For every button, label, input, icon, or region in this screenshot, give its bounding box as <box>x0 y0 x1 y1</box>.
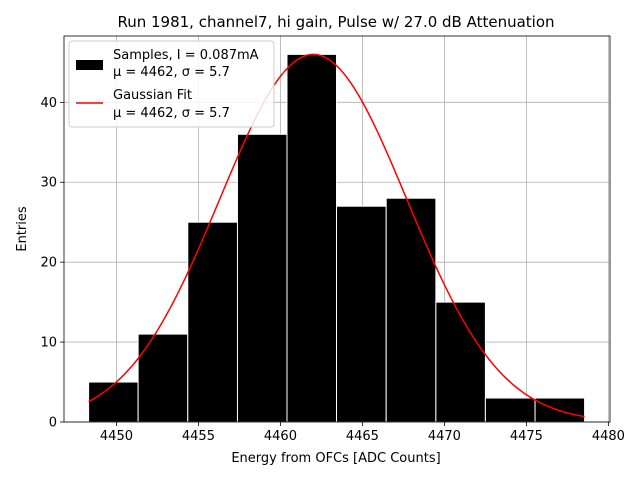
legend-histogram-swatch <box>76 60 103 70</box>
legend-fit-stats: μ = 4462, σ = 5.7 <box>113 106 230 121</box>
x-tick-label: 4480 <box>592 429 625 444</box>
gaussian-fit <box>88 53 585 418</box>
x-tick-label: 4465 <box>346 429 379 444</box>
y-tick-label: 20 <box>40 256 57 271</box>
plot-frame <box>63 35 611 423</box>
histogram-bar <box>236 133 288 423</box>
x-tick-label: 4450 <box>100 429 133 444</box>
x-axis-label: Energy from OFCs [ADC Counts] <box>231 451 440 466</box>
x-tick-label: 4470 <box>428 429 461 444</box>
legend-histogram-label: Samples, I = 0.087mA <box>113 48 259 63</box>
histogram-bar <box>336 205 387 423</box>
y-tick-label: 30 <box>40 176 57 191</box>
y-axis-label: Entries <box>15 206 30 252</box>
chart-title: Run 1981, channel7, hi gain, Pulse w/ 27… <box>117 13 554 31</box>
histogram-bar <box>435 301 486 423</box>
histogram-bar <box>88 381 139 423</box>
histogram-bars <box>88 53 586 423</box>
y-axis: 0 10 20 30 40 <box>40 96 64 431</box>
y-tick-label: 40 <box>40 96 57 111</box>
legend-histogram-stats: μ = 4462, σ = 5.7 <box>113 65 230 80</box>
y-tick-label: 10 <box>40 336 57 351</box>
x-tick-label: 4460 <box>264 429 297 444</box>
legend: Samples, I = 0.087mA μ = 4462, σ = 5.7 G… <box>68 40 275 128</box>
histogram-bar <box>286 53 338 423</box>
y-tick-label: 0 <box>49 416 57 431</box>
gaussian-fit-line <box>88 53 585 418</box>
x-tick-label: 4455 <box>182 429 215 444</box>
x-axis: 4450 4455 4460 4465 4470 4475 4480 <box>100 422 625 444</box>
x-tick-label: 4475 <box>510 429 543 444</box>
legend-frame <box>68 40 275 128</box>
histogram-bar <box>385 197 437 423</box>
histogram-bar <box>484 397 536 423</box>
legend-fit-label: Gaussian Fit <box>113 88 192 103</box>
histogram-bar <box>187 221 238 423</box>
